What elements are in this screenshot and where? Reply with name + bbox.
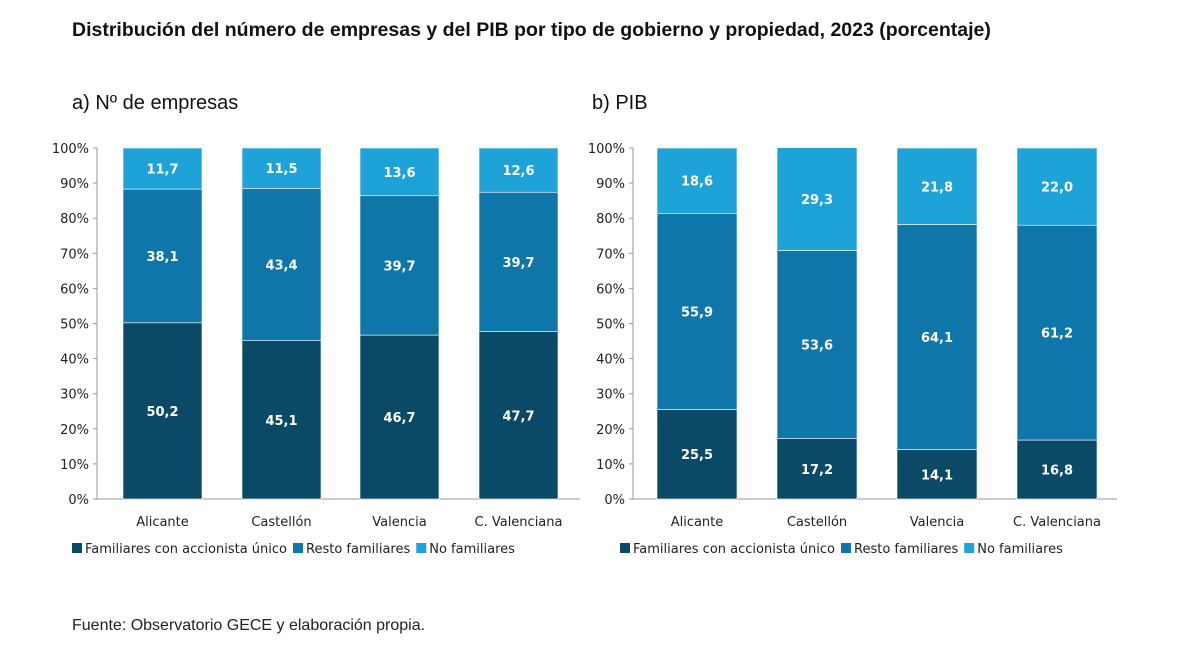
a-data-label: 43,4 xyxy=(265,259,297,274)
b-data-label: 16,8 xyxy=(1041,464,1073,479)
b-y-tick-label: 40% xyxy=(596,353,625,368)
b-legend-swatch xyxy=(841,543,851,553)
a-data-label: 39,7 xyxy=(383,259,415,274)
b-y-tick-label: 90% xyxy=(596,177,625,192)
b-category-label: Alicante xyxy=(671,515,724,530)
figure-title: Distribución del número de empresas y de… xyxy=(72,19,991,41)
b-legend-label: No familiares xyxy=(977,542,1063,557)
b-legend-swatch xyxy=(964,543,975,553)
a-bar-segment xyxy=(359,147,440,197)
b-bar-segment xyxy=(1016,439,1098,500)
chart-a-title: a) Nº de empresas xyxy=(72,92,239,114)
b-data-label: 14,1 xyxy=(921,468,953,483)
b-y-tick-label: 30% xyxy=(596,388,625,403)
a-legend-swatch xyxy=(72,543,82,553)
b-bar-segment xyxy=(1016,224,1098,441)
a-y-tick-label: 0% xyxy=(68,493,89,508)
b-data-label: 61,2 xyxy=(1041,327,1073,342)
b-category-label: Valencia xyxy=(910,515,964,530)
b-data-label: 55,9 xyxy=(681,305,713,320)
a-legend-swatch xyxy=(416,543,427,553)
b-bar-segment xyxy=(656,409,738,500)
b-category-label: Castellón xyxy=(787,515,847,530)
a-data-label: 47,7 xyxy=(502,409,534,424)
a-data-label: 39,7 xyxy=(502,256,534,271)
b-bar-segment xyxy=(656,212,738,410)
a-bar-segment xyxy=(241,147,322,189)
a-category-label: Alicante xyxy=(136,515,189,530)
a-bar-segment xyxy=(241,188,322,341)
b-legend-label: Resto familiares xyxy=(854,542,958,557)
b-data-label: 53,6 xyxy=(801,339,833,354)
b-bar-segment xyxy=(656,147,738,214)
chart-b-title: b) PIB xyxy=(592,92,648,114)
b-data-label: 17,2 xyxy=(801,463,833,478)
a-y-tick-label: 10% xyxy=(60,458,89,473)
b-bar-segment xyxy=(776,250,858,439)
a-data-label: 13,6 xyxy=(383,166,415,181)
b-bar-segment xyxy=(776,147,858,251)
a-bar-segment xyxy=(478,331,559,500)
source-note: Fuente: Observatorio GECE y elaboración … xyxy=(72,617,426,634)
a-y-tick-label: 100% xyxy=(52,142,89,157)
b-y-tick-label: 50% xyxy=(596,318,625,333)
b-data-label: 22,0 xyxy=(1041,181,1073,196)
a-y-tick-label: 80% xyxy=(60,212,89,227)
a-y-tick-label: 60% xyxy=(60,282,89,297)
a-legend-label: Resto familiares xyxy=(306,542,410,557)
b-category-label: C. Valenciana xyxy=(1013,515,1101,530)
b-bar-segment xyxy=(776,438,858,500)
a-bar-segment xyxy=(122,188,203,324)
a-bar-segment xyxy=(478,147,559,193)
a-y-tick-label: 40% xyxy=(60,353,89,368)
a-data-label: 46,7 xyxy=(383,411,415,426)
a-bar-segment xyxy=(359,195,440,336)
a-bar-segment xyxy=(478,191,559,332)
a-y-tick-label: 20% xyxy=(60,423,89,438)
b-y-tick-label: 100% xyxy=(588,142,625,157)
a-bar-segment xyxy=(359,334,440,500)
a-data-label: 11,5 xyxy=(265,162,297,177)
b-bar-segment xyxy=(896,147,978,225)
b-y-tick-label: 60% xyxy=(596,282,625,297)
a-y-tick-label: 70% xyxy=(60,247,89,262)
b-data-label: 18,6 xyxy=(681,175,713,190)
b-bar-segment xyxy=(896,224,978,450)
a-legend-label: Familiares con accionista único xyxy=(85,542,287,557)
a-data-label: 50,2 xyxy=(146,405,178,420)
a-category-label: C. Valenciana xyxy=(475,515,563,530)
b-y-tick-label: 20% xyxy=(596,423,625,438)
a-data-label: 38,1 xyxy=(146,250,178,265)
a-bar-segment xyxy=(122,147,203,190)
b-y-tick-label: 80% xyxy=(596,212,625,227)
b-data-label: 29,3 xyxy=(801,193,833,208)
b-legend-swatch xyxy=(620,543,630,553)
b-y-tick-label: 0% xyxy=(604,493,625,508)
a-y-tick-label: 30% xyxy=(60,388,89,403)
b-data-label: 64,1 xyxy=(921,331,953,346)
a-data-label: 45,1 xyxy=(265,414,297,429)
a-legend-swatch xyxy=(293,543,303,553)
a-category-label: Castellón xyxy=(251,515,311,530)
b-y-tick-label: 70% xyxy=(596,247,625,262)
b-bar-segment xyxy=(896,449,978,500)
b-y-tick-label: 10% xyxy=(596,458,625,473)
a-legend-label: No familiares xyxy=(429,542,515,557)
b-legend-label: Familiares con accionista único xyxy=(633,542,835,557)
a-y-tick-label: 50% xyxy=(60,318,89,333)
b-data-label: 25,5 xyxy=(681,448,713,463)
a-y-tick-label: 90% xyxy=(60,177,89,192)
b-data-label: 21,8 xyxy=(921,180,953,195)
b-bar-segment xyxy=(1016,147,1098,226)
a-bar-segment xyxy=(241,340,322,500)
a-category-label: Valencia xyxy=(372,515,426,530)
a-data-label: 11,7 xyxy=(146,163,178,178)
a-data-label: 12,6 xyxy=(502,164,534,179)
